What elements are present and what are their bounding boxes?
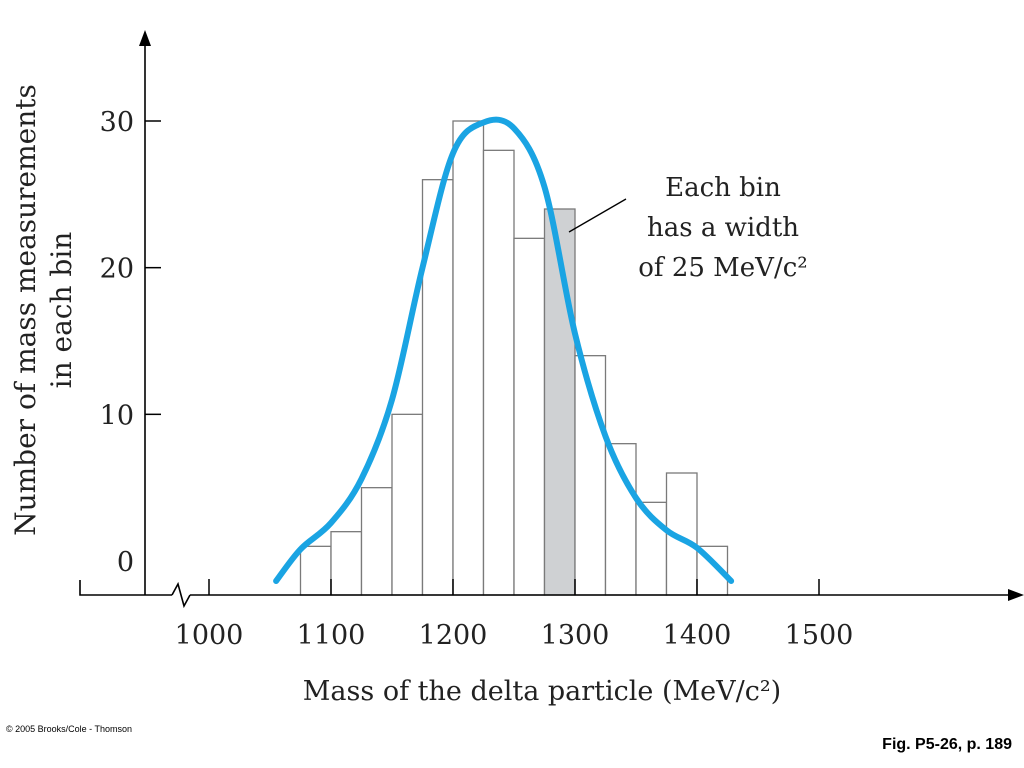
histogram-bar <box>330 531 363 596</box>
annotation-leader-line <box>568 198 627 233</box>
y-tick-label: 20 <box>100 254 134 285</box>
x-axis-label: Mass of the delta particle (MeV/c²) <box>303 676 781 707</box>
copyright-note: © 2005 Brooks/Cole - Thomson <box>6 724 133 734</box>
annotation-line-2: has a width <box>647 213 799 243</box>
fit-curve-group <box>273 116 735 584</box>
histogram-bar <box>452 120 485 596</box>
x-tick-label: 1300 <box>541 620 610 651</box>
x-tick-label: 1100 <box>297 620 366 651</box>
y-tick-label: 30 <box>100 107 134 138</box>
figure-reference: Fig. P5-26, p. 189 <box>882 736 1012 753</box>
y-tick-label: 0 <box>117 547 134 578</box>
y-axis-label-line2: in each bin <box>45 232 78 389</box>
x-tick-label: 1400 <box>663 620 732 651</box>
x-tick-label: 1500 <box>785 620 854 651</box>
x-tick-label: 1000 <box>175 620 244 651</box>
histogram-bar <box>482 149 515 596</box>
histogram-bar <box>299 545 332 596</box>
histogram-bar <box>513 237 546 596</box>
axes <box>79 30 1024 609</box>
x-ticks: 1000 1100 1200 1300 1400 1500 <box>175 579 854 651</box>
x-tick-label: 1200 <box>419 620 488 651</box>
y-axis-label-line1: Number of mass measurements <box>9 84 42 536</box>
y-axis-arrowhead <box>139 30 151 46</box>
annotation-line-1: Each bin <box>665 173 781 203</box>
axis-break-mark <box>171 581 191 609</box>
x-axis-arrowhead <box>1008 589 1024 601</box>
y-ticks: 0 10 20 30 <box>100 107 161 578</box>
histogram-bar <box>360 487 393 596</box>
histogram-bar <box>391 413 424 596</box>
x-axis-left-segment <box>79 580 172 596</box>
annotation-line-3: of 25 MeV/c² <box>638 253 807 283</box>
y-tick-label: 10 <box>100 400 134 431</box>
fit-curve <box>273 116 735 584</box>
y-axis-label: Number of mass measurements in each bin <box>9 84 78 536</box>
